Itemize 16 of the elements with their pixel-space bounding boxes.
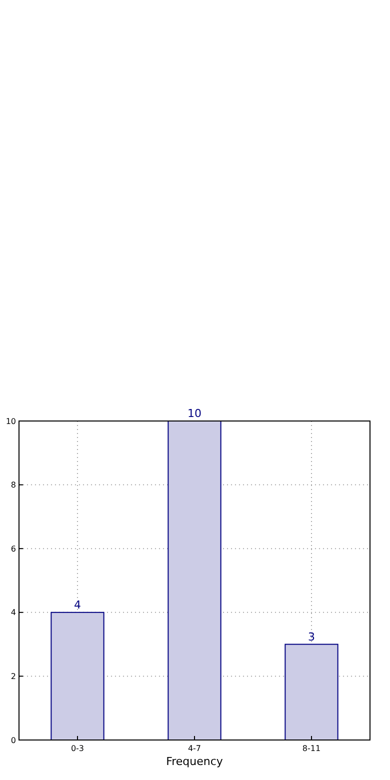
y-tick-label: 4 [10, 608, 16, 618]
data-label: 10 [188, 407, 202, 420]
data-label: 4 [74, 598, 81, 612]
y-tick-label: 10 [6, 416, 16, 426]
y-tick-label: 6 [10, 544, 16, 554]
bar [284, 644, 338, 740]
x-axis-title: Frequency [166, 755, 224, 768]
x-tick-label: 0-3 [70, 744, 84, 753]
x-tick-label: 4-7 [188, 744, 202, 753]
data-label: 3 [308, 630, 315, 644]
y-tick-label: 0 [10, 736, 16, 745]
y-tick-label: 8 [10, 480, 16, 490]
bar [168, 420, 222, 740]
x-tick-label: 8-11 [302, 744, 321, 753]
bar [50, 612, 104, 740]
y-tick-label: 2 [10, 672, 16, 681]
